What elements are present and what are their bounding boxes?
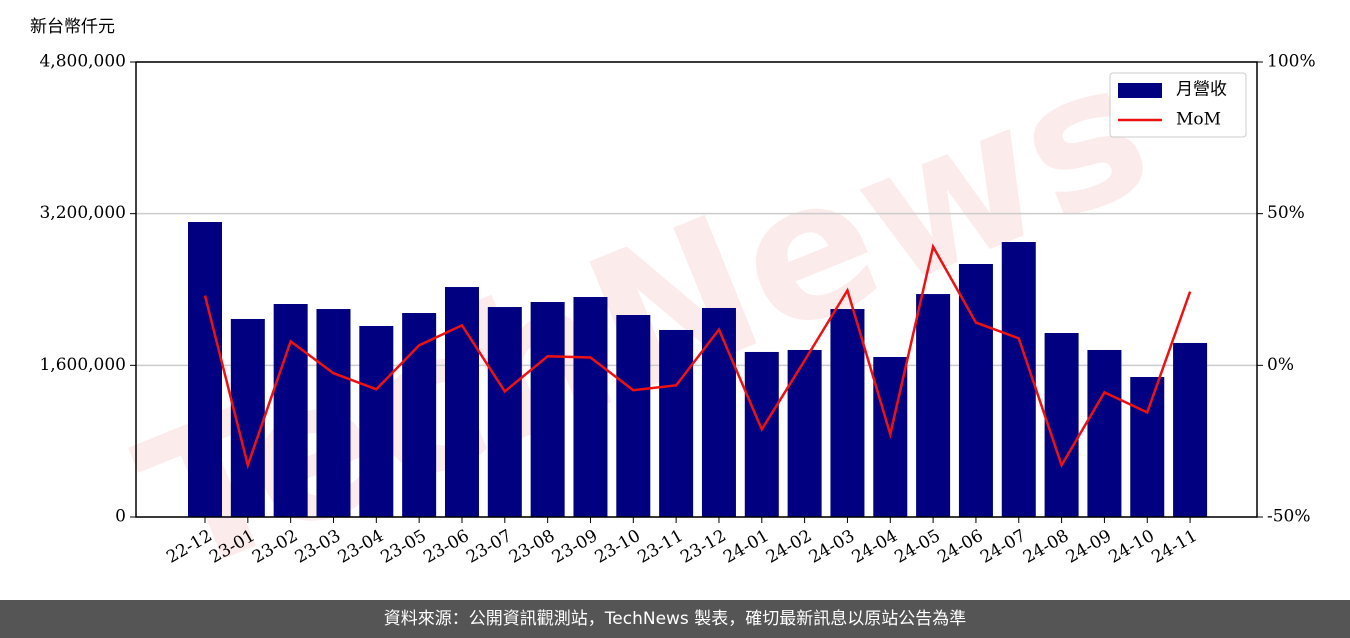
bar	[487, 307, 522, 517]
x-tick-label: 24-11	[1148, 526, 1200, 568]
bar	[402, 313, 437, 517]
bar	[1001, 242, 1036, 517]
x-tick-label: 23-12	[677, 526, 729, 568]
bar	[616, 314, 651, 517]
x-tick-label: 24-05	[891, 526, 943, 568]
x-tick-label: 24-03	[806, 526, 858, 568]
x-tick-label: 23-08	[506, 526, 558, 568]
x-tick-label: 23-10	[592, 526, 644, 568]
bar	[830, 309, 865, 517]
bar	[1044, 333, 1079, 517]
x-tick-label: 24-04	[849, 526, 901, 568]
bar	[530, 302, 565, 517]
bar	[1173, 342, 1208, 517]
legend-swatch	[1118, 83, 1162, 98]
bar	[359, 325, 394, 517]
y-tick-label: 4,800,000	[39, 52, 126, 72]
bar	[958, 264, 993, 517]
bar	[787, 349, 822, 517]
bar	[1087, 349, 1122, 517]
y-unit-label: 新台幣仟元	[30, 17, 115, 37]
legend-label: MoM	[1176, 110, 1221, 130]
x-tick-label: 24-09	[1063, 526, 1115, 568]
bar	[701, 307, 736, 517]
bar	[659, 329, 694, 517]
x-tick-label: 23-09	[549, 526, 601, 568]
y2-tick-label: 100%	[1267, 52, 1316, 72]
x-tick-label: 24-02	[763, 526, 815, 568]
x-tick-label: 24-07	[977, 526, 1029, 568]
x-tick-label: 24-01	[720, 526, 772, 568]
bar	[916, 294, 951, 517]
y-tick-label: 0	[115, 507, 126, 527]
bar	[273, 304, 308, 517]
chart: 新台幣仟元 TechNews 01,600,0003,200,0004,800,…	[30, 17, 1316, 600]
x-tick-label: 23-06	[420, 526, 472, 568]
y-tick-label: 1,600,000	[39, 355, 126, 375]
x-tick-label: 24-06	[934, 526, 986, 568]
bar	[316, 309, 351, 517]
x-tick-label: 24-10	[1106, 526, 1158, 568]
bar	[188, 222, 222, 517]
legend-label: 月營收	[1176, 80, 1227, 100]
bar	[444, 287, 479, 517]
bar	[744, 351, 779, 517]
x-tick-label: 23-11	[634, 526, 686, 568]
x-tick-label: 23-07	[463, 526, 515, 568]
footer: 資料來源：公開資訊觀測站，TechNews 製表，確切最新訊息以原站公告為準	[0, 600, 1350, 638]
y2-tick-label: -50%	[1267, 507, 1311, 527]
bar	[573, 296, 608, 517]
y-tick-label: 3,200,000	[39, 203, 126, 223]
x-tick-label: 24-08	[1020, 526, 1072, 568]
plot-frame	[135, 61, 1258, 518]
bar	[1130, 376, 1165, 517]
y2-tick-label: 0%	[1267, 355, 1294, 375]
line	[203, 243, 1192, 470]
y2-tick-label: 50%	[1267, 203, 1305, 223]
